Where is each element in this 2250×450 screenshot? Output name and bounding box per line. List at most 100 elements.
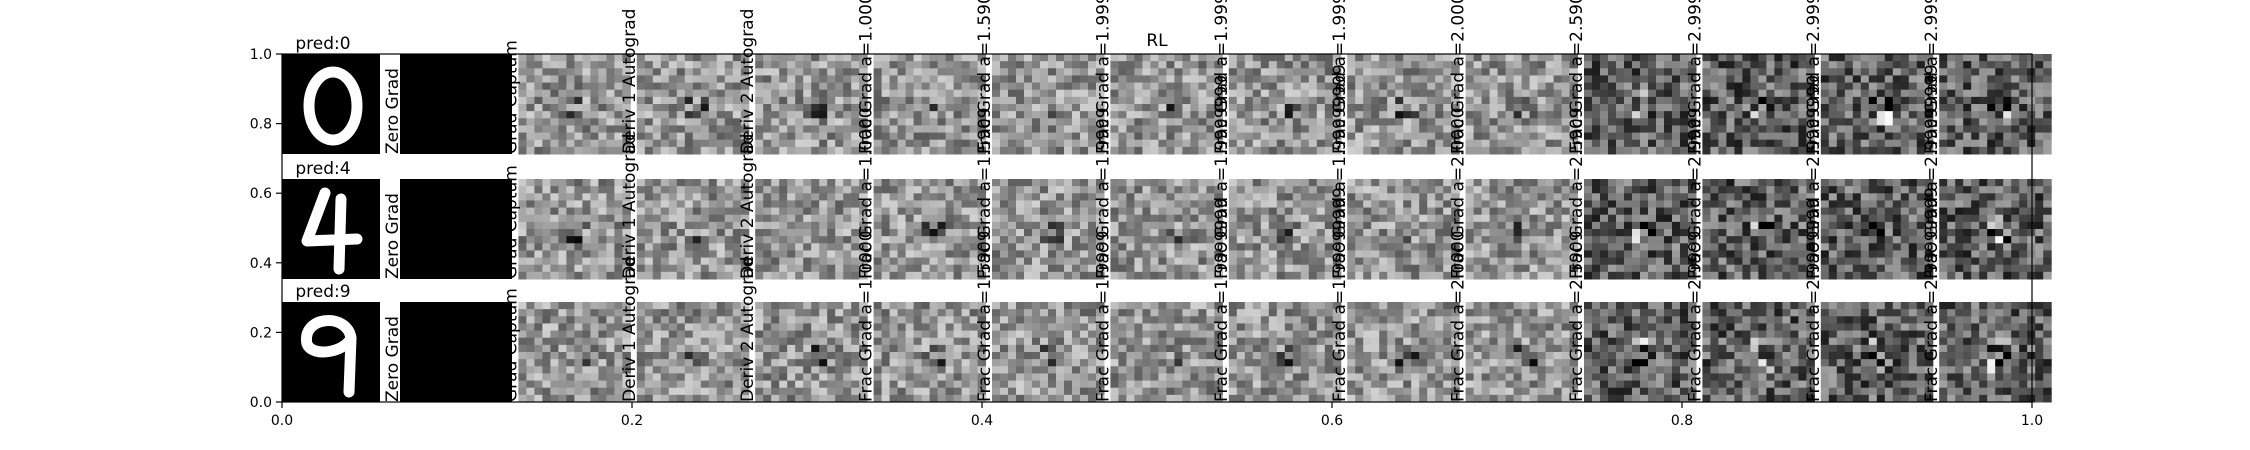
saliency-pixel — [1110, 75, 1119, 84]
saliency-pixel — [1513, 236, 1523, 244]
saliency-pixel — [590, 61, 599, 69]
saliency-pixel — [1584, 236, 1593, 244]
saliency-pixel — [1371, 68, 1380, 76]
saliency-pixel — [1048, 193, 1057, 201]
saliency-pixel — [1016, 207, 1025, 216]
saliency-pixel — [1561, 96, 1571, 105]
saliency-pixel — [977, 68, 987, 76]
saliency-pixel — [1324, 104, 1334, 112]
saliency-pixel — [921, 111, 931, 119]
saliency-pixel — [1632, 243, 1641, 251]
saliency-pixel — [1403, 214, 1412, 223]
saliency-pixel — [1403, 200, 1412, 209]
saliency-pixel — [859, 54, 868, 62]
saliency-pixel — [1868, 125, 1878, 134]
saliency-pixel — [1987, 104, 1996, 112]
saliency-pixel — [1939, 132, 1948, 141]
saliency-pixel — [1908, 89, 1918, 98]
saliency-pixel — [1924, 207, 1934, 216]
saliency-pixel — [1876, 89, 1886, 98]
saliency-pixel — [1672, 104, 1681, 112]
saliency-pixel — [1916, 104, 1926, 112]
saliency-pixel — [622, 221, 631, 230]
saliency-pixel — [1276, 75, 1286, 84]
saliency-pixel — [881, 139, 891, 148]
saliency-pixel — [1427, 118, 1436, 126]
saliency-pixel — [1616, 54, 1625, 62]
saliency-pixel — [1584, 139, 1593, 148]
saliency-pixel — [1726, 104, 1735, 112]
saliency-pixel — [1118, 68, 1127, 76]
saliency-pixel — [1292, 250, 1302, 259]
saliency-pixel — [1900, 243, 1910, 251]
saliency-pixel — [1481, 104, 1491, 112]
saliency-pixel — [1672, 200, 1681, 209]
saliency-pixel — [1236, 54, 1246, 62]
saliency-pixel — [1702, 243, 1711, 251]
saliency-pixel — [1166, 82, 1175, 91]
saliency-pixel — [558, 207, 567, 216]
saliency-pixel — [1308, 89, 1318, 98]
saliency-pixel — [977, 229, 987, 237]
saliency-pixel — [755, 179, 764, 187]
saliency-pixel — [1742, 236, 1751, 244]
saliency-pixel — [1584, 104, 1593, 112]
saliency-pixel — [606, 139, 615, 148]
saliency-pixel — [819, 146, 828, 155]
saliency-pixel — [558, 125, 567, 134]
saliency-pixel — [660, 243, 670, 251]
saliency-pixel — [819, 250, 828, 259]
saliency-pixel — [1158, 264, 1167, 273]
saliency-pixel — [1600, 118, 1609, 126]
saliency-pixel — [1924, 193, 1934, 201]
saliency-pixel — [534, 132, 543, 141]
saliency-pixel — [1648, 179, 1657, 187]
saliency-pixel — [582, 179, 591, 187]
saliency-pixel — [1750, 193, 1759, 201]
saliency-pixel — [1252, 257, 1262, 266]
saliency-pixel — [1664, 96, 1673, 105]
saliency-pixel — [1734, 236, 1743, 244]
saliency-pixel — [1876, 54, 1886, 62]
saliency-pixel — [1228, 257, 1238, 266]
saliency-pixel — [921, 68, 931, 76]
saliency-pixel — [1276, 146, 1286, 155]
saliency-pixel — [1798, 125, 1807, 134]
saliency-pixel — [921, 104, 931, 112]
saliency-pixel — [1387, 193, 1396, 201]
saliency-pixel — [660, 186, 670, 194]
saliency-pixel — [1656, 89, 1665, 98]
saliency-pixel — [1979, 54, 1988, 62]
saliency-pixel — [574, 75, 583, 84]
saliency-pixel — [1489, 82, 1499, 91]
saliency-pixel — [1387, 179, 1396, 187]
saliency-pixel — [1024, 61, 1033, 69]
saliency-pixel — [1844, 243, 1854, 251]
saliency-pixel — [811, 104, 820, 112]
saliency-pixel — [1355, 221, 1364, 230]
saliency-pixel — [1174, 207, 1183, 216]
saliency-pixel — [1624, 264, 1633, 273]
saliency-pixel — [566, 193, 575, 201]
saliency-pixel — [1371, 257, 1380, 266]
saliency-pixel — [1300, 221, 1310, 230]
saliency-pixel — [1236, 146, 1246, 155]
saliency-pixel — [1924, 200, 1934, 209]
saliency-pixel — [1363, 104, 1372, 112]
saliency-pixel — [755, 271, 764, 280]
saliency-pixel — [1182, 61, 1191, 69]
saliency-pixel — [1387, 111, 1396, 119]
saliency-pixel — [1836, 82, 1846, 91]
saliency-pixel — [843, 221, 852, 230]
saliency-pixel — [937, 236, 947, 244]
saliency-pixel — [1860, 236, 1870, 244]
saliency-pixel — [1403, 89, 1412, 98]
saliency-pixel — [1702, 186, 1711, 194]
saliency-pixel — [1443, 132, 1452, 141]
saliency-pixel — [1300, 75, 1310, 84]
saliency-pixel — [1198, 68, 1207, 76]
saliency-pixel — [1016, 236, 1025, 244]
saliency-pixel — [1134, 54, 1143, 62]
saliency-pixel — [1481, 111, 1491, 119]
saliency-pixel — [881, 61, 891, 69]
